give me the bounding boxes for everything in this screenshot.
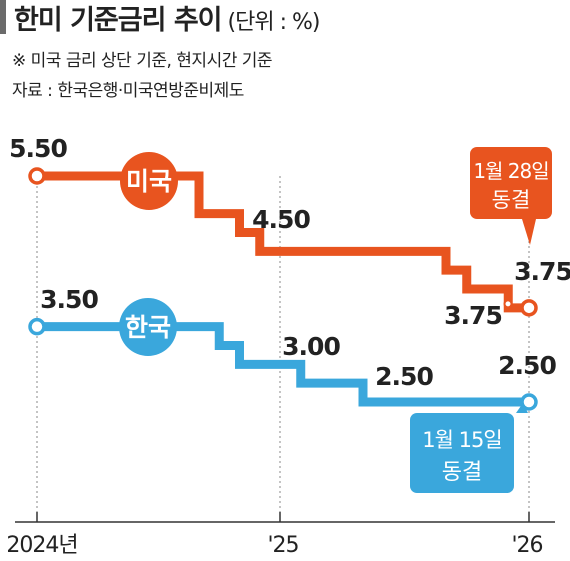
us-callout-status: 동결 bbox=[492, 188, 531, 212]
x-tick-label: 2024년 bbox=[6, 533, 77, 558]
us-data-label: 3.75 bbox=[444, 301, 502, 330]
us-data-label: 3.75 bbox=[514, 257, 570, 286]
us-series-bubble bbox=[120, 152, 178, 210]
unit-label: (단위 : %) bbox=[227, 10, 321, 35]
x-tick-label: '25 bbox=[267, 533, 298, 558]
kr-callout-pointer bbox=[516, 403, 528, 413]
kr-data-label: 2.50 bbox=[498, 351, 556, 380]
us-start-marker bbox=[28, 167, 46, 185]
kr-series-line bbox=[37, 322, 529, 407]
title-accent-bar bbox=[0, 0, 6, 34]
us-small-marker bbox=[503, 299, 513, 309]
us-data-label: 5.50 bbox=[9, 134, 67, 163]
us-callout-date: 1월 28일 bbox=[473, 159, 548, 183]
kr-end-marker bbox=[520, 393, 538, 411]
basis-note: ※ 미국 금리 상단 기준, 현지시간 기준 bbox=[12, 51, 273, 71]
x-tick-label: '26 bbox=[511, 533, 542, 558]
us-callout-pointer bbox=[522, 219, 536, 245]
kr-data-label: 2.50 bbox=[375, 362, 433, 391]
kr-data-label: 3.00 bbox=[282, 332, 340, 361]
us-series-label: 미국 bbox=[126, 167, 172, 196]
source-note: 자료 : 한국은행·미국연방준비제도 bbox=[12, 81, 244, 101]
us-end-marker bbox=[520, 299, 538, 317]
chart-title: 한미 기준금리 추이 (단위 : %) bbox=[14, 0, 321, 37]
kr-series-label: 한국 bbox=[125, 313, 171, 342]
kr-callout-date: 1월 15일 bbox=[422, 428, 501, 452]
kr-data-label: 3.50 bbox=[40, 285, 98, 314]
us-data-label: 4.50 bbox=[252, 205, 310, 234]
chart-title-text: 한미 기준금리 추이 bbox=[14, 5, 223, 36]
kr-callout-status: 동결 bbox=[442, 460, 482, 485]
kr-callout-box bbox=[410, 413, 514, 493]
us-callout-box bbox=[470, 147, 552, 219]
us-series-line bbox=[37, 171, 529, 313]
kr-series-bubble bbox=[119, 298, 177, 356]
kr-start-marker bbox=[28, 317, 46, 336]
